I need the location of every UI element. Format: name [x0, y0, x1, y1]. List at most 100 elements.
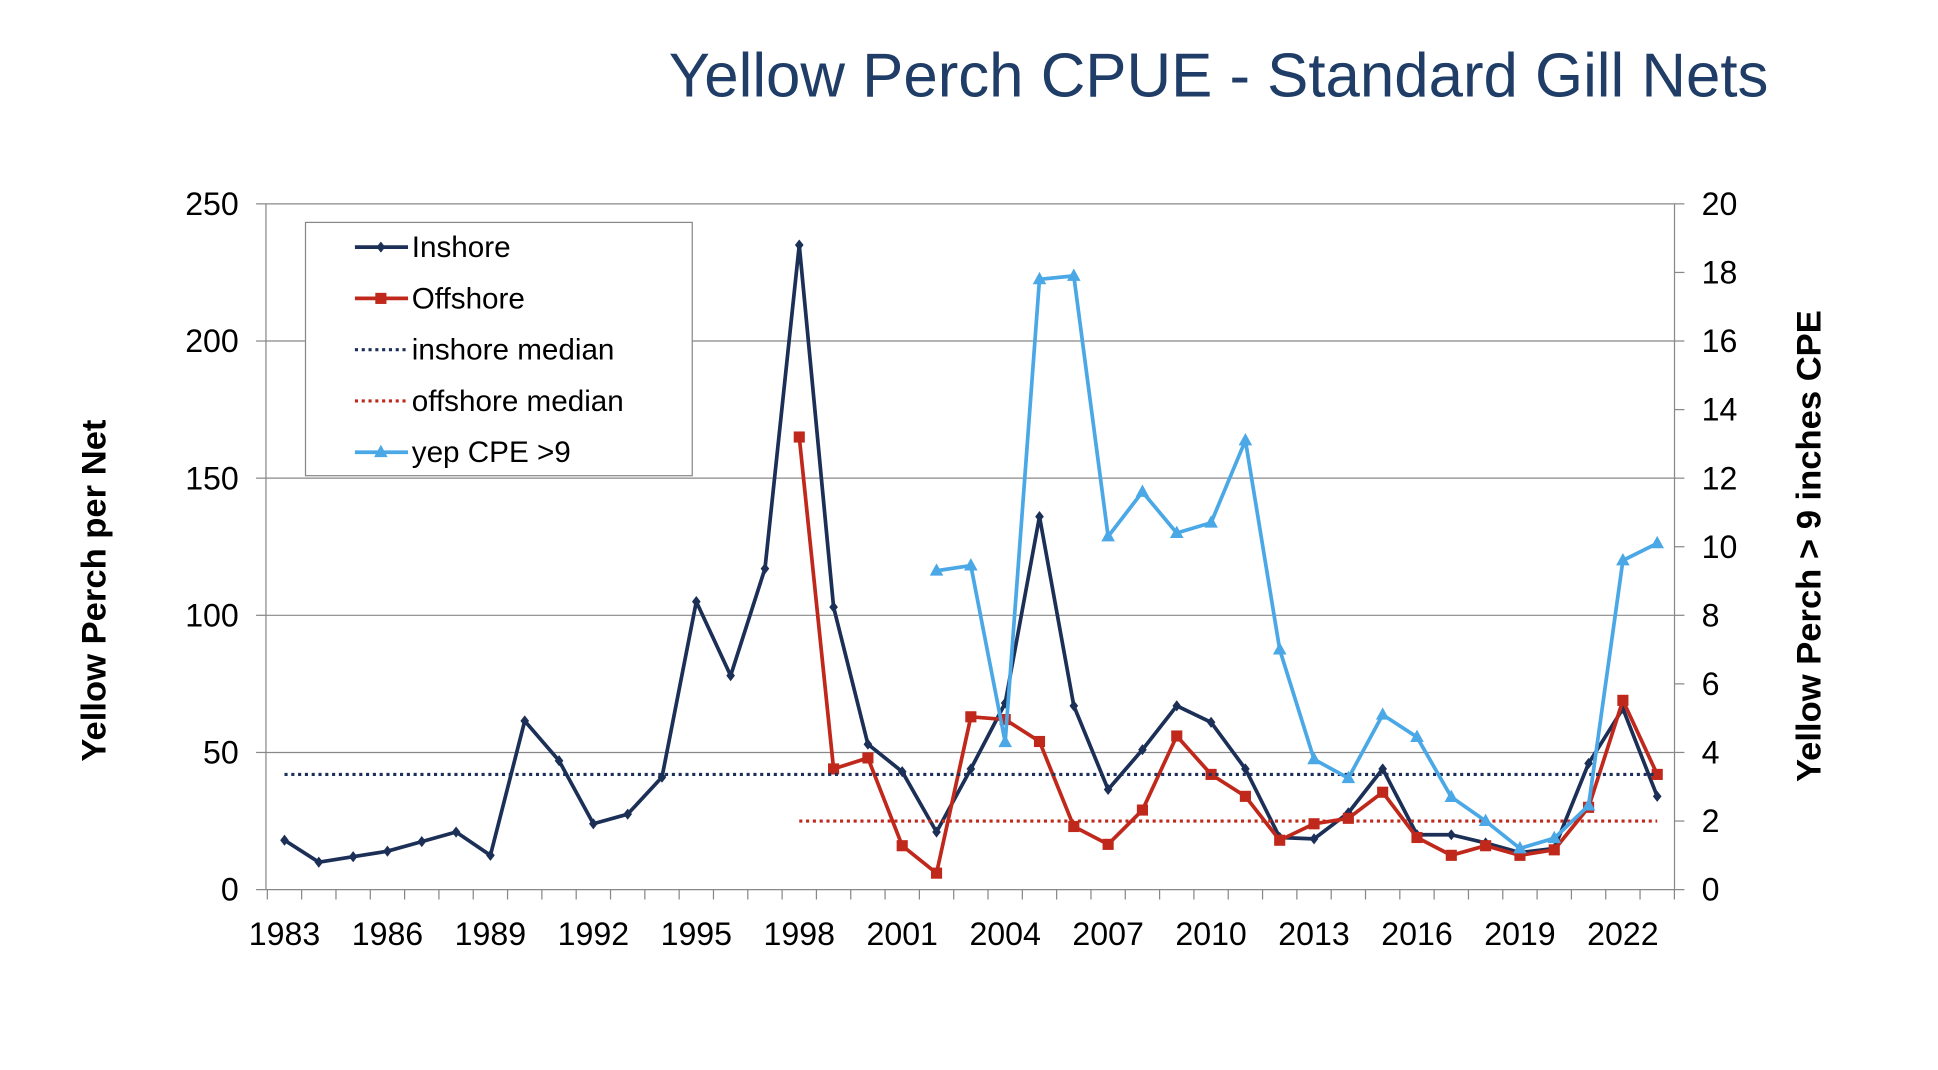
- data-point: [314, 856, 324, 868]
- data-point: [1239, 790, 1251, 802]
- y-axis-title: Yellow Perch per Net: [75, 419, 113, 762]
- y-tick-label: 50: [203, 735, 239, 771]
- data-point: [1650, 535, 1665, 549]
- y2-tick-label: 8: [1702, 597, 1720, 633]
- data-point: [1378, 763, 1387, 775]
- legend-item: Offshore: [354, 282, 525, 315]
- data-point: [965, 711, 977, 723]
- data-point: [896, 840, 908, 852]
- legend-label: Offshore: [412, 282, 525, 315]
- data-point: [1035, 511, 1044, 523]
- x-tick-label: 2022: [1587, 916, 1658, 952]
- data-point: [1377, 786, 1389, 798]
- data-point: [1410, 729, 1424, 742]
- legend-label: Inshore: [412, 231, 511, 264]
- x-tick-label: 1986: [352, 916, 423, 952]
- y-tick-label: 150: [185, 460, 239, 496]
- data-point: [1307, 751, 1321, 765]
- data-point: [376, 241, 386, 253]
- legend-item: offshore median: [354, 385, 624, 418]
- data-point: [863, 738, 873, 750]
- data-point: [1581, 798, 1596, 811]
- y2-tick-label: 0: [1702, 872, 1720, 908]
- data-point: [1274, 834, 1286, 846]
- data-point: [1617, 694, 1629, 706]
- legend-label: yep CPE >9: [412, 436, 571, 469]
- data-point: [1342, 812, 1354, 824]
- data-point: [374, 444, 388, 458]
- data-point: [589, 818, 598, 830]
- data-point: [1584, 757, 1593, 769]
- data-point: [1238, 433, 1253, 446]
- data-point: [1032, 271, 1047, 285]
- x-tick-label: 2001: [866, 916, 937, 952]
- data-point: [1547, 830, 1562, 844]
- data-point: [966, 763, 976, 775]
- x-tick-label: 2019: [1484, 916, 1555, 952]
- data-point: [1652, 790, 1662, 802]
- data-point: [1480, 840, 1492, 852]
- legend: Inshore Offshore inshore median offshore me…: [304, 221, 693, 477]
- data-point: [998, 734, 1012, 748]
- data-point: [932, 826, 941, 838]
- data-point: [417, 836, 427, 848]
- legend-item: Inshore: [354, 231, 511, 264]
- data-point: [1136, 804, 1149, 816]
- data-point: [1445, 849, 1457, 861]
- data-point: [691, 596, 701, 608]
- legend-label: offshore median: [412, 385, 624, 418]
- data-point: [1375, 707, 1390, 720]
- data-point: [1616, 553, 1630, 566]
- data-point: [451, 826, 461, 838]
- data-point: [1135, 484, 1150, 497]
- data-point: [486, 849, 495, 861]
- data-point: [1204, 515, 1218, 528]
- data-point: [1068, 820, 1080, 833]
- data-point: [280, 834, 289, 846]
- data-point: [929, 563, 944, 576]
- data-point: [1341, 770, 1356, 784]
- data-point: [1067, 268, 1081, 281]
- y2-axis-title: Yellow Perch > 9 inches CPE: [1790, 310, 1828, 782]
- x-tick-label: 1995: [661, 916, 732, 952]
- y2-tick-label: 12: [1702, 460, 1738, 496]
- y-tick-label: 250: [185, 186, 239, 222]
- data-point: [1169, 525, 1184, 538]
- y2-tick-label: 16: [1702, 323, 1738, 359]
- data-point: [1444, 789, 1459, 802]
- data-point: [726, 670, 735, 682]
- data-point: [1241, 763, 1250, 775]
- y2-tick-label: 10: [1702, 529, 1738, 565]
- data-point: [1651, 768, 1663, 780]
- data-point: [964, 558, 978, 571]
- data-point: [793, 431, 805, 443]
- data-point: [828, 763, 840, 775]
- axes: 0 50 100 150 200 250 0 2 4 6 8 10 12 14 16 18 20 1983 1986…: [185, 186, 1737, 952]
- x-tick-label: 1992: [558, 916, 629, 952]
- data-point: [1033, 735, 1046, 748]
- y2-tick-label: 6: [1702, 666, 1720, 702]
- legend-item: inshore median: [354, 334, 614, 367]
- data-point: [1206, 716, 1216, 728]
- y2-tick-label: 20: [1702, 186, 1738, 222]
- y-tick-label: 200: [185, 323, 239, 359]
- data-point: [1478, 813, 1493, 826]
- data-point: [1069, 700, 1079, 712]
- x-tick-label: 2010: [1175, 916, 1246, 952]
- legend-item: yep CPE >9: [354, 436, 571, 469]
- data-point: [1272, 642, 1287, 655]
- x-tick-label: 1989: [455, 916, 526, 952]
- y2-tick-label: 4: [1702, 735, 1720, 771]
- data-point: [1102, 838, 1114, 850]
- y2-tick-label: 14: [1702, 392, 1738, 428]
- x-tick-label: 2004: [969, 916, 1040, 952]
- data-point: [348, 851, 358, 863]
- data-point: [1308, 818, 1320, 830]
- data-point: [1513, 841, 1527, 854]
- x-tick-label: 2016: [1381, 916, 1452, 952]
- x-tick-label: 1983: [249, 916, 320, 952]
- x-tick-label: 2013: [1278, 916, 1349, 952]
- data-point: [1171, 730, 1183, 742]
